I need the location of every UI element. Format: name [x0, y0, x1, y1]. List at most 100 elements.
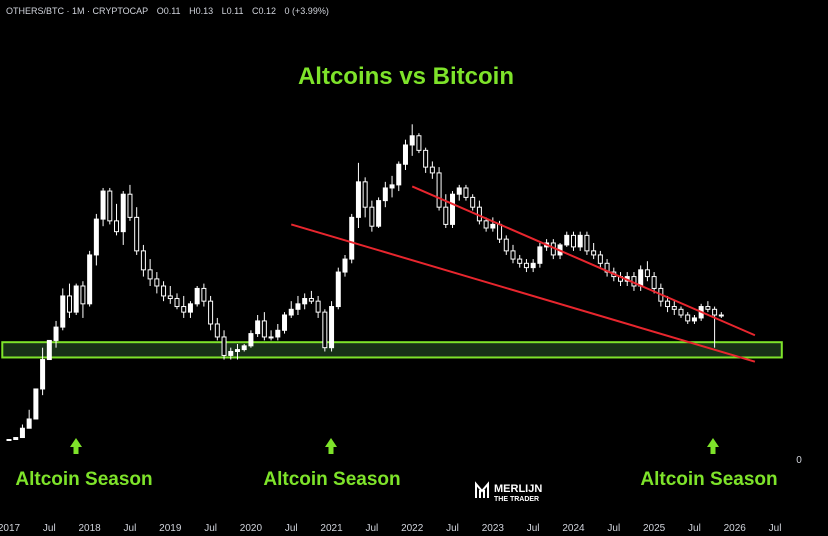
- candle: [597, 254, 603, 264]
- x-axis-tick-label: Jul: [607, 523, 620, 534]
- candle: [308, 298, 314, 302]
- candle: [174, 298, 180, 308]
- x-axis-tick-label: 2022: [401, 523, 424, 534]
- x-axis-tick-label: Jul: [124, 523, 137, 534]
- x-axis-tick-label: 2020: [240, 523, 263, 534]
- altcoin-season-label: Altcoin Season: [263, 469, 400, 490]
- candle: [315, 300, 321, 313]
- up-arrow-icon: [707, 438, 719, 447]
- candle: [40, 359, 46, 390]
- candle: [470, 196, 476, 208]
- candle: [665, 300, 671, 308]
- candle: [241, 345, 247, 351]
- up-arrow-icon: [73, 446, 79, 454]
- candle: [503, 238, 509, 252]
- legend-close: C0.12: [252, 6, 277, 16]
- candle: [335, 271, 341, 308]
- candle: [570, 234, 576, 248]
- up-arrow-icon: [328, 446, 334, 454]
- candle: [26, 418, 32, 429]
- candle: [282, 314, 288, 331]
- legend-open: O0.11: [156, 6, 181, 16]
- candle: [93, 218, 99, 256]
- candle: [463, 187, 469, 198]
- x-axis-tick-label: Jul: [769, 523, 782, 534]
- candle: [423, 149, 429, 168]
- x-axis-tick-label: 2025: [643, 523, 666, 534]
- legend-symbol: OTHERS/BTC · 1M · CRYPTOCAP: [6, 6, 149, 16]
- altcoin-season-label: Altcoin Season: [15, 469, 152, 490]
- candle: [140, 250, 146, 271]
- logo-tagline: THE TRADER: [494, 496, 539, 503]
- wedge-lower-line: [290, 223, 756, 363]
- logo-name: MERLIJN: [494, 483, 542, 495]
- candle: [53, 326, 59, 341]
- candle: [638, 269, 644, 287]
- legend-change: 0 (+3.99%): [284, 6, 329, 16]
- candle: [228, 350, 234, 356]
- candle: [564, 234, 570, 246]
- symbol-legend: OTHERS/BTC · 1M · CRYPTOCAP O0.11 H0.13 …: [6, 6, 335, 16]
- candle: [134, 216, 140, 252]
- candle: [712, 308, 718, 316]
- candle: [691, 317, 697, 322]
- candle: [718, 314, 724, 317]
- candle: [288, 308, 294, 316]
- x-axis-tick-label: 2018: [79, 523, 102, 534]
- x-axis-tick-label: Jul: [204, 523, 217, 534]
- candle: [268, 336, 274, 339]
- candle: [120, 193, 126, 233]
- candle: [322, 311, 328, 349]
- chart-title: Altcoins vs Bitcoin: [298, 63, 514, 90]
- candle: [436, 172, 442, 208]
- candle: [187, 303, 193, 313]
- x-axis-tick-label: 2019: [159, 523, 182, 534]
- candle: [201, 287, 207, 302]
- candle: [73, 285, 79, 313]
- candle: [376, 200, 382, 227]
- candle: [46, 339, 52, 361]
- candle: [671, 306, 677, 310]
- candle: [402, 144, 408, 165]
- legend-high: H0.13: [189, 6, 214, 16]
- candle: [167, 295, 173, 300]
- candle: [329, 306, 335, 349]
- candle: [181, 306, 187, 313]
- candle: [214, 323, 220, 338]
- altcoin-season-label: Altcoin Season: [640, 469, 777, 490]
- candle: [591, 250, 597, 256]
- candle: [644, 269, 650, 278]
- x-axis-tick-label: Jul: [43, 523, 56, 534]
- up-arrow-icon: [70, 438, 82, 447]
- x-axis-tick-label: 2017: [0, 523, 21, 534]
- candle: [416, 135, 422, 151]
- support-zone: [1, 341, 783, 359]
- candle: [517, 258, 523, 264]
- candle: [584, 234, 590, 252]
- x-axis-tick-label: Jul: [365, 523, 378, 534]
- candle: [483, 220, 489, 229]
- candle: [651, 276, 657, 289]
- candle: [678, 308, 684, 316]
- candle: [396, 163, 402, 186]
- candle: [685, 314, 691, 322]
- candle: [234, 349, 240, 352]
- candle: [490, 223, 496, 229]
- candle: [389, 184, 395, 189]
- x-axis-tick-label: 2026: [724, 523, 747, 534]
- x-axis-tick-label: 2021: [320, 523, 343, 534]
- candle: [6, 438, 12, 441]
- y-axis-tick-label: 0: [796, 455, 802, 466]
- candle: [248, 333, 254, 347]
- candle: [530, 262, 536, 269]
- legend-low: L0.11: [221, 6, 244, 16]
- candle: [295, 303, 301, 310]
- candle: [342, 258, 348, 273]
- candle: [261, 320, 267, 338]
- x-axis-tick-label: 2023: [482, 523, 505, 534]
- candle: [66, 295, 72, 313]
- candle: [161, 285, 167, 297]
- candle: [510, 250, 516, 260]
- candle: [107, 190, 113, 222]
